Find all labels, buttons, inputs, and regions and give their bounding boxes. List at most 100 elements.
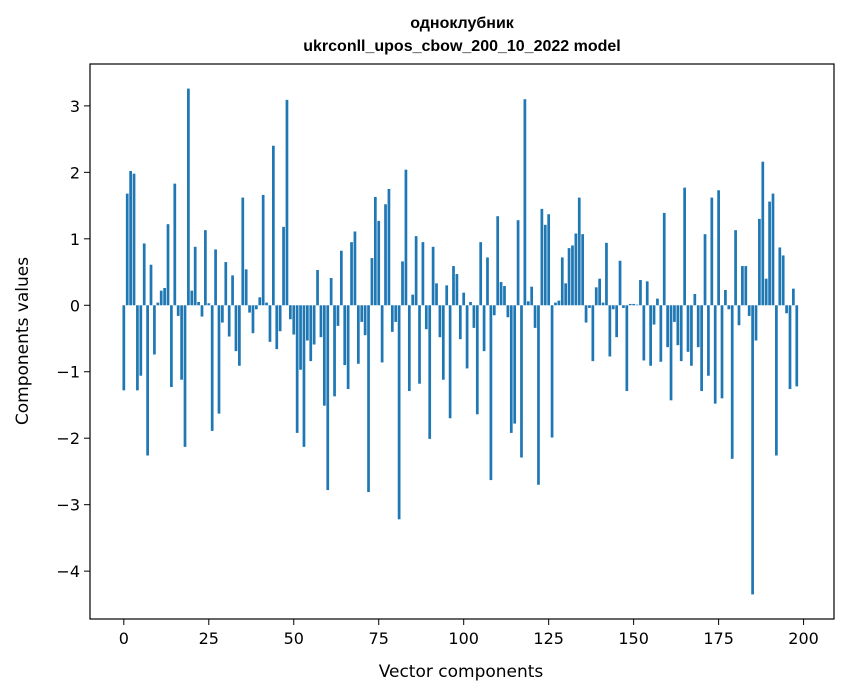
bar-110 [496,216,500,306]
bar-111 [499,282,503,306]
bar-49 [289,305,292,320]
y-tick-label-6: 2 [70,163,80,182]
bar-66 [346,305,350,390]
bar-63 [336,305,340,326]
bar-24 [204,230,207,306]
bar-171 [703,234,707,306]
y-tick-label-7: 3 [70,97,80,116]
bar-132 [571,245,574,306]
bars-group [122,88,799,595]
bar-81 [397,305,401,520]
bar-147 [622,305,625,308]
y-tick-label-4: 0 [70,296,80,315]
bar-90 [428,305,432,439]
bar-145 [615,305,619,338]
bar-164 [679,305,683,362]
bar-23 [200,305,204,317]
bar-148 [625,305,629,392]
bar-3 [132,173,136,306]
bar-157 [656,298,659,306]
bar-82 [401,261,404,306]
bar-127 [554,302,557,306]
bar-42 [265,302,268,306]
bar-138 [591,305,595,362]
bar-79 [390,305,394,332]
bar-134 [577,197,581,306]
bar-46 [278,305,282,332]
y-tick-label-1: −3 [56,496,80,515]
chart-title-line2: ukrconll_upos_cbow_200_10_2022 model [303,38,620,55]
bar-6 [142,243,146,306]
bar-16 [176,305,180,316]
bar-130 [564,283,568,306]
bar-103 [472,305,476,328]
bar-135 [581,234,585,306]
bar-0 [122,305,126,391]
bar-101 [465,305,469,369]
bar-39 [255,305,258,310]
bar-55 [309,305,313,362]
bar-105 [479,242,483,306]
bar-14 [170,305,173,388]
chart-title-line1: одноклубник [410,15,515,32]
bar-190 [768,201,771,306]
bar-154 [645,281,649,306]
bar-83 [404,169,408,306]
bar-19 [187,88,190,306]
bar-191 [771,193,775,306]
x-tick-label-200: 200 [788,629,819,648]
bar-45 [275,305,279,350]
bar-13 [166,224,170,306]
x-tick-label-25: 25 [199,629,219,648]
bar-36 [244,269,248,306]
y-axis-label: Components values [13,257,33,425]
bar-140 [598,278,602,306]
bar-47 [282,226,285,306]
bar-78 [387,188,391,306]
x-tick-label-0: 0 [119,629,129,648]
bar-146 [618,260,622,306]
bar-75 [377,220,381,306]
bar-73 [370,258,374,306]
bar-95 [445,285,449,306]
bar-144 [611,305,615,310]
x-tick-label-125: 125 [533,629,564,648]
bar-170 [700,305,703,392]
bar-168 [693,293,697,306]
bar-177 [724,289,727,306]
bar-84 [407,305,411,392]
bar-118 [523,99,527,306]
bar-137 [588,305,591,308]
bar-1 [125,193,129,306]
bar-34 [238,305,241,366]
bar-74 [373,196,377,306]
bar-123 [540,208,544,306]
bar-21 [193,246,197,306]
bar-194 [781,255,785,306]
bar-150 [632,303,635,306]
bar-22 [197,301,200,306]
bar-50 [292,305,296,335]
bar-97 [452,266,455,306]
bar-15 [173,183,177,306]
bar-17 [180,305,183,380]
bar-151 [635,304,639,306]
bar-43 [268,305,272,342]
bar-125 [547,214,551,306]
bar-172 [707,305,710,376]
bar-195 [785,305,788,314]
bar-104 [475,305,479,415]
bar-9 [153,305,156,355]
bar-87 [418,305,421,384]
bar-77 [384,204,387,306]
bar-174 [713,305,717,404]
bar-26 [210,305,214,431]
bar-38 [251,305,255,334]
bar-142 [605,242,608,306]
plot-frame [89,63,835,620]
bar-183 [744,266,748,306]
x-axis-label: Vector components [379,662,544,682]
bar-139 [594,287,598,306]
bar-41 [261,194,265,306]
